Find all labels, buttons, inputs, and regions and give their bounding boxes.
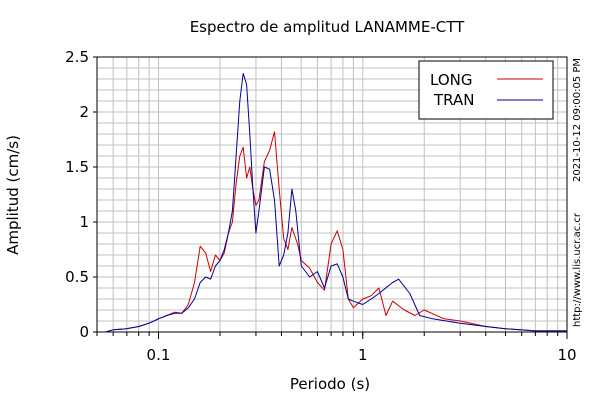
y-axis-label: Amplitud (cm/s) bbox=[4, 135, 22, 255]
y-axis-ticks: 0 0.5 1 1.5 2 2.5 bbox=[65, 48, 97, 341]
series-line-tran bbox=[105, 73, 567, 333]
x-tick-label: 10 bbox=[557, 346, 576, 364]
y-tick-label: 0 bbox=[79, 323, 89, 341]
x-axis-label: Periodo (s) bbox=[290, 375, 370, 393]
legend-label-tran: TRAN bbox=[433, 91, 474, 109]
series-layer bbox=[105, 73, 567, 333]
legend: LONG TRAN bbox=[418, 60, 554, 120]
y-tick-label: 1.5 bbox=[65, 158, 89, 176]
legend-label-long: LONG bbox=[430, 71, 472, 89]
legend-box bbox=[418, 60, 554, 120]
x-tick-label: 0.1 bbox=[147, 346, 171, 364]
y-tick-label: 2.5 bbox=[65, 48, 89, 66]
chart-title: Espectro de amplitud LANAMME-CTT bbox=[190, 18, 465, 36]
y-tick-label: 0.5 bbox=[65, 268, 89, 286]
plot-frame bbox=[96, 56, 568, 333]
x-axis-ticks: 0.1 1 10 bbox=[96, 332, 577, 364]
series-line-long bbox=[105, 131, 567, 333]
y-tick-label: 2 bbox=[79, 103, 89, 121]
y-tick-label: 1 bbox=[79, 213, 89, 231]
x-tick-label: 1 bbox=[358, 346, 368, 364]
timestamp-annotation: 2021-10-12 09:00:05 PM bbox=[572, 58, 583, 182]
website-annotation: http://www.lis.ucr.ac.cr bbox=[572, 212, 583, 327]
